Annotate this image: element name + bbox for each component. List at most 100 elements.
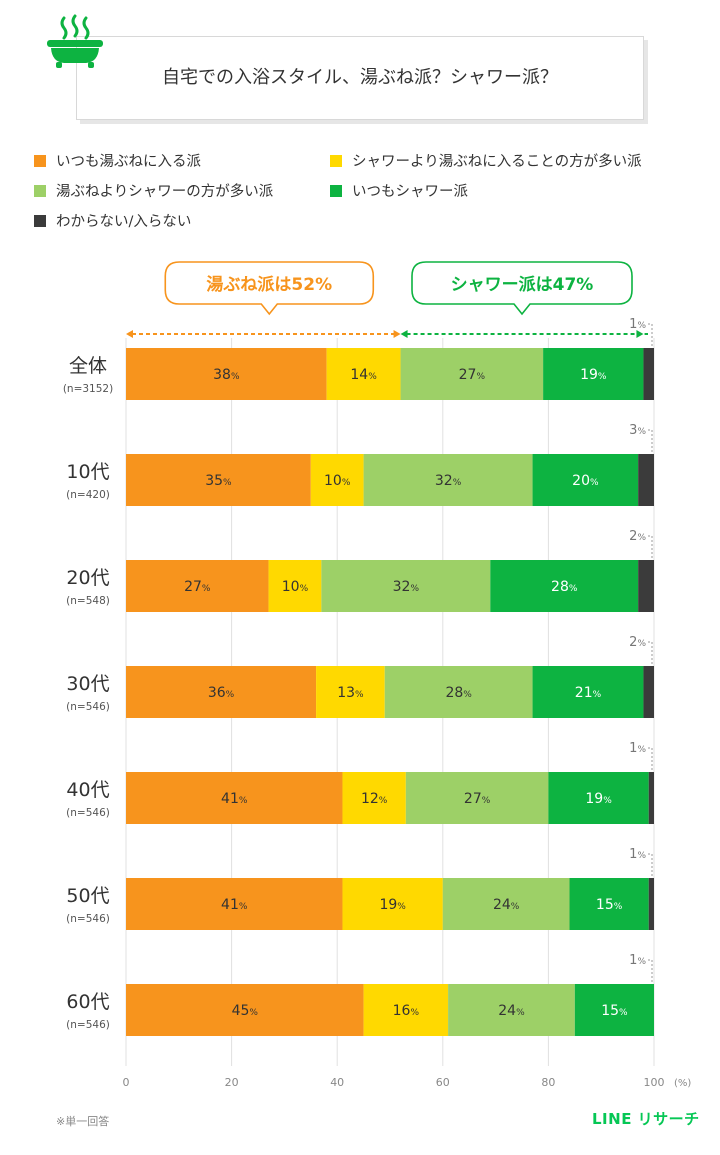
sample-size-label: (n=546) [66,807,110,819]
arrow-head [393,330,401,338]
category-label: 60代 [66,991,109,1013]
bar-segment [532,454,639,506]
legend-label: いつもシャワー派 [352,184,468,200]
bar-segment [490,560,639,612]
data-label: 38% [213,367,240,383]
sample-size-label: (n=420) [66,489,110,501]
data-label: 36% [208,685,235,701]
bar-segment [342,878,443,930]
data-label: 35% [205,473,232,489]
bar-segment [342,772,406,824]
legend-item: 湯ぶねよりシャワーの方が多い派 [34,180,273,201]
legend-swatch [34,184,46,197]
bar-segment [363,984,449,1036]
data-label: 3% [629,423,646,438]
legend-item: いつもシャワー派 [330,180,468,201]
category-label: 40代 [66,779,109,801]
leader-line [648,323,653,348]
bath-callout-bubble [164,261,375,316]
x-tick-label: 60 [436,1076,450,1089]
bar-segment [442,878,570,930]
bar-segment [326,348,401,400]
bar-segment [638,454,654,506]
bar-segment [543,348,644,400]
x-tick-label: 100 [644,1076,665,1089]
bar-segment [643,348,654,400]
data-label: 1% [629,953,646,968]
legend-item: いつも湯ぶねに入る派 [34,150,201,171]
legend-item: シャワーより湯ぶねに入ることの方が多い派 [330,150,642,171]
data-label: 1% [629,847,646,862]
legend-swatch [34,154,46,167]
bar-segment [363,454,533,506]
bar-segment [126,348,327,400]
bar-segment [126,666,317,718]
data-label: 14% [350,367,377,383]
data-label: 15% [601,1003,628,1019]
title-box: 自宅での入浴スタイル、湯ぶね派？シャワー派？ [76,36,644,120]
bar-segment [648,878,654,930]
data-label: 1% [629,741,646,756]
stacked-bar-chart: 38% 14% 27% 19% 1% 全体 (n=3152) 35% 10% 32% 20% 3% 10… [63,261,691,1089]
arrow-head [636,330,644,338]
data-label: 27% [459,367,486,383]
legend-label: わからない/入らない [56,214,192,230]
data-label: 2% [629,635,646,650]
data-label: 20% [572,473,599,489]
legend-item: わからない/入らない [34,210,191,231]
leader-line [648,959,653,984]
data-label: 10% [282,579,309,595]
data-label: 32% [393,579,420,595]
bar-segment [643,666,654,718]
data-label: 21% [575,685,602,701]
x-tick-label: 20 [225,1076,239,1089]
bar-segment [448,984,575,1036]
data-label: 45% [232,1003,259,1019]
legend-label: 湯ぶねよりシャワーの方が多い派 [56,184,274,200]
bar-segment [321,560,491,612]
data-label: 24% [498,1003,525,1019]
bar-segment [310,454,364,506]
x-tick-label: 0 [123,1076,130,1089]
bar-segment [532,666,644,718]
category-label: 全体 [69,355,107,377]
category-label: 10代 [66,461,109,483]
bar-segment [405,772,549,824]
leader-line [648,535,653,560]
legend-label: シャワーより湯ぶねに入ることの方が多い派 [352,154,642,170]
data-label: 10% [324,473,351,489]
data-label: 15% [596,897,623,913]
data-label: 32% [435,473,462,489]
shower-callout-bubble [411,261,633,316]
category-label: 30代 [66,673,109,695]
data-label: 19% [580,367,607,383]
shower-callout-label: シャワー派は47% [451,275,594,295]
category-label: 50代 [66,885,109,907]
legend-label: いつも湯ぶねに入る派 [56,154,201,170]
leader-line [648,429,653,454]
leader-line [648,747,653,772]
bar-segment [648,772,654,824]
bar-segment [316,666,385,718]
data-label: 28% [445,685,472,701]
chart-title: 自宅での入浴スタイル、湯ぶね派？シャワー派？ [162,67,558,88]
sample-size-label: (n=3152) [63,383,113,395]
legend-swatch [330,154,342,167]
sample-size-label: (n=546) [66,1019,110,1031]
bar-segment [400,348,544,400]
data-label: 27% [184,579,211,595]
bath-callout-label: 湯ぶね派は52% [206,275,332,295]
bathtub-icon [47,14,103,68]
data-label: 1% [629,317,646,332]
bar-segment [384,666,533,718]
bar-segment [569,878,649,930]
footnote: ※単一回答 [56,1115,110,1128]
bar-segment [268,560,322,612]
data-label: 28% [551,579,578,595]
bar-segment [126,454,311,506]
bar-segment [126,878,343,930]
bar-segment [126,772,343,824]
sample-size-label: (n=546) [66,701,110,713]
data-label: 2% [629,529,646,544]
data-label: 13% [337,685,364,701]
